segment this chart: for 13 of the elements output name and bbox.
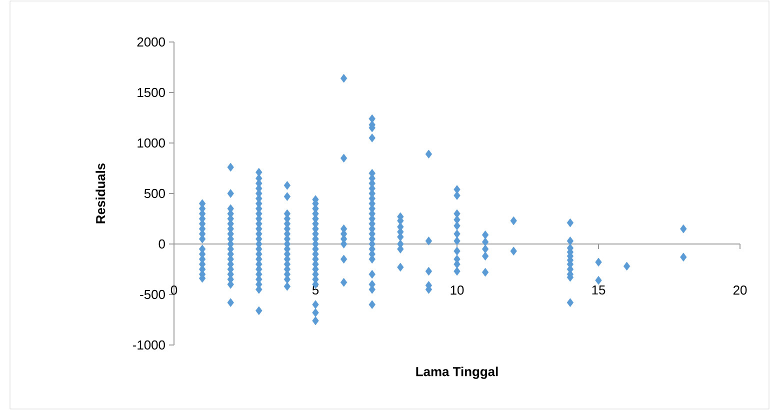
y-tick-label: 0 [158, 239, 165, 249]
x-tick-label: 20 [733, 286, 747, 295]
x-tick-label: 10 [450, 286, 464, 295]
y-axis-title: Residuals [96, 163, 106, 224]
y-tick-label: -500 [140, 290, 165, 300]
x-tick-label: 0 [170, 286, 178, 295]
y-tick-label: 2000 [137, 37, 165, 47]
y-tick-label: -1000 [132, 340, 165, 350]
y-tick-label: 1000 [138, 138, 165, 148]
y-tick-label: 1500 [138, 88, 165, 98]
x-tick-label: 15 [592, 286, 606, 295]
y-tick-label: 500 [144, 188, 165, 198]
x-axis-title: Lama Tinggal [416, 366, 498, 379]
